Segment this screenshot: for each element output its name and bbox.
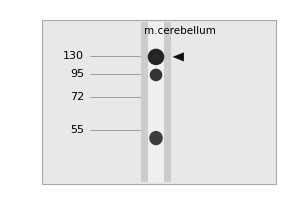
Polygon shape — [172, 52, 184, 61]
Ellipse shape — [153, 72, 159, 77]
Ellipse shape — [149, 131, 163, 145]
FancyBboxPatch shape — [141, 22, 171, 182]
Text: 130: 130 — [63, 51, 84, 61]
Text: m.cerebellum: m.cerebellum — [144, 26, 216, 36]
Ellipse shape — [153, 135, 159, 141]
FancyBboxPatch shape — [148, 22, 164, 182]
FancyBboxPatch shape — [42, 20, 276, 184]
Ellipse shape — [150, 69, 162, 81]
Ellipse shape — [152, 54, 160, 60]
Text: 55: 55 — [70, 125, 84, 135]
Text: 95: 95 — [70, 69, 84, 79]
Ellipse shape — [148, 49, 164, 65]
Text: 72: 72 — [70, 92, 84, 102]
